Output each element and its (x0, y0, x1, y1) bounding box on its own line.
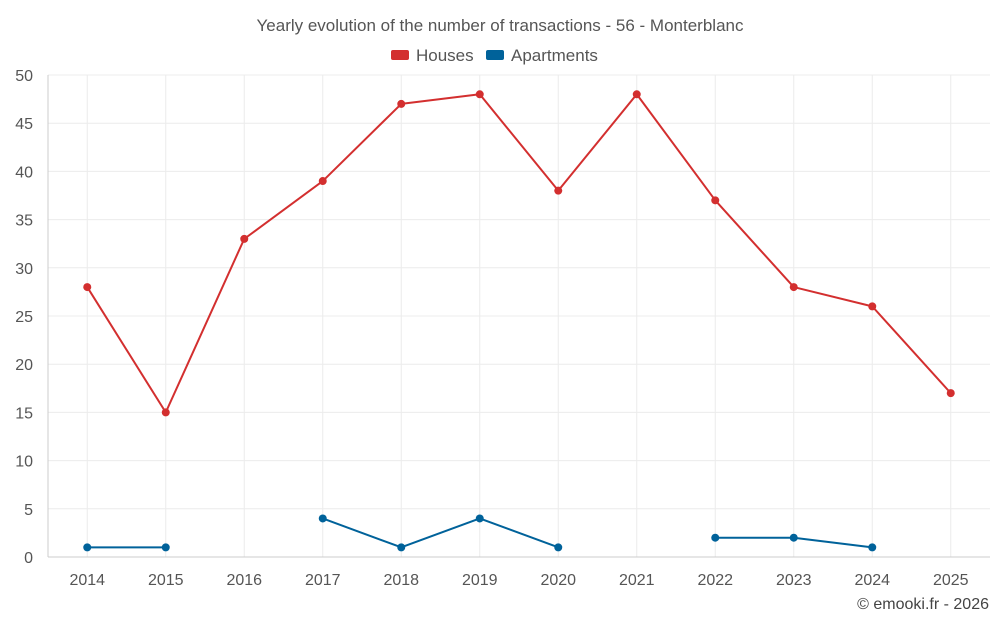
x-tick-label: 2020 (540, 572, 576, 589)
data-point-apartments-2014[interactable] (83, 543, 92, 552)
legend: Houses Apartments (391, 46, 598, 65)
data-point-houses-2023[interactable] (789, 283, 798, 292)
y-tick-label: 30 (15, 261, 33, 278)
y-tick-label: 15 (15, 405, 33, 422)
x-tick-label: 2022 (697, 572, 733, 589)
data-point-houses-2018[interactable] (397, 99, 406, 108)
data-point-apartments-2018[interactable] (397, 543, 406, 552)
x-tick-label: 2016 (226, 572, 262, 589)
series-line-houses (86, 93, 952, 414)
data-point-apartments-2020[interactable] (554, 543, 563, 552)
series-line-apartments (321, 517, 560, 549)
legend-swatch-houses (391, 50, 409, 60)
y-tick-label: 50 (15, 68, 33, 85)
x-tick-label: 2017 (305, 572, 341, 589)
y-tick-label: 35 (15, 213, 33, 230)
data-point-houses-2017[interactable] (318, 177, 327, 186)
legend-label-houses: Houses (416, 46, 474, 65)
series-houses (83, 90, 955, 417)
legend-label-apartments: Apartments (511, 46, 598, 65)
gridlines (48, 74, 990, 557)
data-point-houses-2016[interactable] (240, 234, 249, 243)
y-tick-label: 5 (24, 502, 33, 519)
data-point-houses-2022[interactable] (711, 196, 720, 205)
x-axis: 2014 2015 2016 2017 2018 2019 2020 2021 2022 2023… (48, 556, 990, 589)
data-point-houses-2025[interactable] (946, 389, 955, 398)
data-point-apartments-2023[interactable] (789, 533, 798, 542)
chart-title: Yearly evolution of the number of transa… (257, 16, 744, 35)
y-tick-label: 0 (24, 550, 33, 567)
data-point-houses-2015[interactable] (161, 408, 170, 417)
data-point-houses-2020[interactable] (554, 186, 563, 195)
x-tick-label: 2023 (776, 572, 812, 589)
credit-text: © emooki.fr - 2026 (857, 596, 989, 613)
data-point-houses-2021[interactable] (632, 90, 641, 99)
data-point-apartments-2019[interactable] (475, 514, 484, 523)
x-tick-label: 2021 (619, 572, 655, 589)
y-axis: 0 5 10 15 20 25 30 35 40 45 50 (15, 68, 49, 567)
legend-item-houses[interactable]: Houses (391, 46, 474, 65)
x-tick-label: 2024 (854, 572, 890, 589)
data-point-apartments-2022[interactable] (711, 533, 720, 542)
legend-item-apartments[interactable]: Apartments (486, 46, 598, 65)
data-point-houses-2024[interactable] (868, 302, 877, 311)
x-tick-label: 2018 (383, 572, 419, 589)
y-tick-label: 40 (15, 164, 33, 181)
x-tick-label: 2015 (148, 572, 184, 589)
x-tick-label: 2019 (462, 572, 498, 589)
data-point-houses-2019[interactable] (475, 90, 484, 99)
y-tick-label: 25 (15, 309, 33, 326)
y-tick-label: 20 (15, 357, 33, 374)
x-tick-label: 2014 (69, 572, 105, 589)
legend-swatch-apartments (486, 50, 504, 60)
x-tick-label: 2025 (933, 572, 969, 589)
series (83, 90, 955, 552)
data-point-apartments-2015[interactable] (161, 543, 170, 552)
y-tick-label: 10 (15, 454, 33, 471)
data-point-apartments-2017[interactable] (318, 514, 327, 523)
series-apartments (83, 514, 877, 552)
data-point-apartments-2024[interactable] (868, 543, 877, 552)
y-tick-label: 45 (15, 116, 33, 133)
data-point-houses-2014[interactable] (83, 283, 92, 292)
